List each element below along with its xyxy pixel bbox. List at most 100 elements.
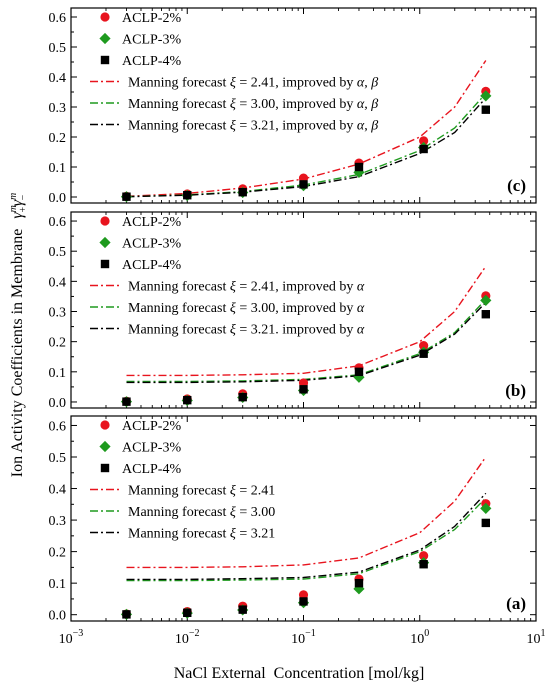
- data-point: [419, 551, 429, 561]
- series-line-3: [126, 492, 487, 581]
- y-tick-label: 0.6: [49, 215, 67, 230]
- y-tick-label: 0.3: [49, 306, 67, 321]
- y-axis-title-text: Ion Activity Coefficients in Membrane: [9, 229, 26, 478]
- y-axis-sup-plus: m: [8, 205, 19, 212]
- y-tick-label: 0.0: [49, 191, 67, 206]
- legend-label: Manning forecast ξ = 3.00, improved by α…: [128, 97, 378, 112]
- series-line-1: [126, 60, 487, 198]
- data-point: [183, 608, 192, 617]
- y-tick-label: 0.4: [49, 275, 67, 290]
- y-tick-label: 0.5: [49, 41, 67, 56]
- legend-label: Manning forecast ξ = 2.41: [128, 484, 275, 499]
- legend-label: ACLP-2%: [122, 215, 181, 230]
- data-point: [183, 191, 192, 200]
- panel-b: 0.00.10.20.30.40.50.6 ACLP-2%ACLP-3%ACLP-…: [49, 211, 537, 411]
- legend-label: ACLP-4%: [122, 54, 181, 69]
- legend-label: ACLP-3%: [122, 33, 181, 48]
- data-point: [480, 90, 492, 102]
- legend-label: ACLP-2%: [122, 11, 181, 26]
- data-point: [481, 105, 491, 114]
- y-axis-title-group: Ion Activity Coefficients in Membrane γm…: [8, 193, 29, 477]
- panel-label: (a): [506, 594, 526, 613]
- data-point: [354, 162, 364, 172]
- y-tick-label: 0.3: [49, 101, 67, 116]
- panel-a: 0.00.10.20.30.40.50.6 ACLP-2%ACLP-3%ACLP-…: [49, 415, 537, 624]
- data-point: [299, 597, 308, 606]
- legend-label: ACLP-4%: [122, 462, 181, 477]
- y-tick-label: 0.5: [49, 451, 67, 466]
- y-tick-label: 0.2: [49, 131, 67, 146]
- data-point: [419, 340, 429, 351]
- legend-label: Manning forecast ξ = 2.41, improved by α…: [128, 76, 378, 91]
- legend: ACLP-2% ACLP-3% ACLP-4% Manning forecast ξ …: [90, 11, 378, 134]
- data-point: [238, 605, 247, 614]
- x-axis-title: NaCl External Concentration [mol/kg]: [174, 665, 425, 682]
- legend-label: ACLP-3%: [122, 441, 181, 456]
- x-axis: 10−3 10−2 10−1 100 101: [59, 628, 546, 647]
- panel-label: (c): [507, 176, 526, 195]
- y-axis-sub-plus: +: [18, 206, 29, 213]
- data-point: [481, 310, 491, 319]
- x-tick-label: 10−2: [175, 628, 200, 647]
- y-tick-label: 0.6: [49, 11, 67, 26]
- data-point: [353, 371, 365, 383]
- y-axis-sup-minus: m: [8, 193, 19, 200]
- y-tick-label: 0.2: [49, 546, 67, 561]
- legend: ACLP-2% ACLP-3% ACLP-4% Manning forecast ξ …: [90, 419, 275, 542]
- panel-c: 0.00.10.20.30.40.50.6 ACLP-2%ACLP-3%ACLP-…: [49, 7, 537, 206]
- series-line-1: [126, 456, 487, 569]
- y-tick-label: 0.0: [49, 396, 67, 411]
- y-tick-label: 0.4: [49, 483, 67, 498]
- y-tick-label: 0.3: [49, 514, 67, 529]
- y-tick-label: 0.1: [49, 366, 67, 381]
- data-point: [480, 294, 492, 306]
- y-tick-label: 0.4: [49, 71, 67, 86]
- data-point: [419, 560, 428, 569]
- series-markers-3: [122, 105, 491, 201]
- data-point: [480, 502, 492, 515]
- x-tick-label: 101: [527, 628, 546, 647]
- data-point: [122, 610, 131, 619]
- y-tick-label: 0.0: [49, 609, 67, 624]
- data-point: [183, 395, 192, 405]
- y-axis-title-math: γm+γm−: [8, 193, 29, 219]
- x-tick-label: 10−3: [59, 628, 84, 647]
- legend-marker: [100, 12, 110, 22]
- data-point: [299, 385, 308, 394]
- data-point: [298, 590, 309, 600]
- y-tick-label: 0.6: [49, 419, 67, 434]
- panel-label: (b): [505, 381, 526, 400]
- y-tick-label: 0.2: [49, 336, 67, 351]
- series-line-3: [126, 97, 487, 198]
- data-point: [122, 192, 131, 201]
- y-axis-gamma-minus: γ: [9, 199, 26, 206]
- series-line-3: [126, 302, 487, 384]
- data-point: [419, 144, 428, 154]
- legend-marker: [100, 420, 110, 430]
- data-point: [481, 518, 491, 528]
- legend-label: Manning forecast ξ = 2.41, improved by α: [128, 280, 365, 295]
- legend: ACLP-2% ACLP-3% ACLP-4% Manning forecast ξ …: [90, 215, 365, 338]
- data-point: [238, 392, 247, 402]
- legend-marker: [100, 55, 110, 65]
- legend-marker: [99, 440, 111, 453]
- y-axis-gamma-plus: γ: [9, 212, 26, 219]
- y-tick-label: 0.1: [49, 577, 67, 592]
- x-tick-label: 100: [410, 628, 429, 647]
- legend-label: Manning forecast ξ = 3.00: [128, 505, 275, 520]
- legend-marker: [99, 236, 111, 249]
- y-tick-label: 0.1: [49, 161, 67, 176]
- data-point: [354, 578, 364, 588]
- legend-label: Manning forecast ξ = 3.21, improved by α…: [128, 119, 378, 134]
- legend-label: ACLP-3%: [122, 237, 181, 252]
- x-tick-label: 10−1: [291, 628, 316, 647]
- y-axis-title: Ion Activity Coefficients in Membrane γm…: [8, 193, 29, 477]
- y-tick-label: 0.5: [49, 245, 67, 260]
- y-axis-sub-minus: −: [18, 194, 29, 201]
- data-point: [354, 367, 364, 377]
- legend-label: ACLP-4%: [122, 258, 181, 273]
- legend-label: Manning forecast ξ = 3.00, improved by α: [128, 301, 365, 316]
- legend-marker: [100, 463, 110, 473]
- legend-label: ACLP-2%: [122, 419, 181, 434]
